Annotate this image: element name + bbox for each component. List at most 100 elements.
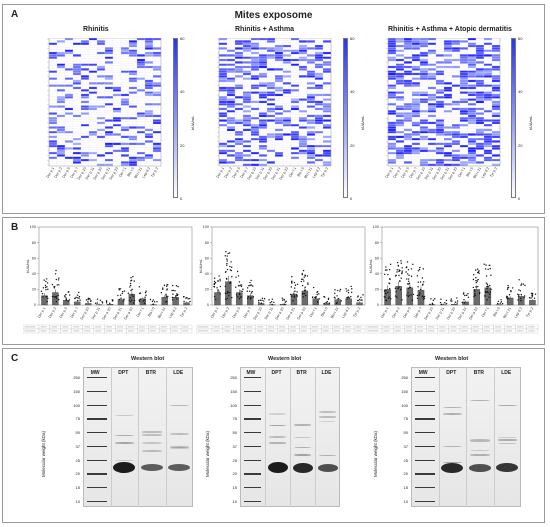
bar-x-label: Tyr p 2: [525, 307, 534, 319]
heatmap-1-title: Rhinitis: [83, 26, 109, 33]
bar: [506, 297, 514, 306]
bar: [106, 304, 114, 306]
ladder-band: [244, 418, 261, 420]
lane-divider: [466, 367, 467, 507]
heatmap-x-label: Lep d 2: [142, 167, 151, 179]
bar-x-label: Der p 10: [253, 307, 263, 321]
ladder-band: [415, 432, 435, 434]
mw-marker-label: 75: [403, 416, 408, 422]
faint-band: [142, 441, 162, 444]
colorbar-tick: 0: [180, 196, 183, 201]
faint-band: [114, 441, 134, 444]
lane-label: BTR: [296, 370, 307, 376]
protein-band: [267, 462, 288, 474]
faint-band: [269, 435, 286, 438]
bar-y-label: kUA/mL: [25, 258, 30, 273]
bar: [529, 300, 536, 306]
lane-divider: [493, 367, 495, 507]
bar-x-label: Blo t 21: [157, 306, 167, 319]
colorbar-2: [343, 38, 348, 198]
heatmap-x-label: Der p 10: [416, 167, 426, 181]
colorbar-tick: 20: [180, 142, 185, 148]
protein-band: [468, 463, 491, 472]
colorbar-tick: 60: [350, 36, 355, 41]
bar-x-label: Der p 11: [91, 307, 101, 321]
bar: [312, 298, 319, 306]
lane-label: LDE: [173, 370, 184, 376]
ladder-band: [244, 390, 261, 392]
lane-divider: [290, 367, 291, 507]
bar: [334, 299, 341, 306]
heatmap-x-label: Der p 21: [271, 167, 281, 181]
bar-y-tick: 100: [373, 225, 379, 229]
heatmap-x-label: Der p 7: [240, 167, 249, 179]
mw-marker-label: 37: [75, 443, 80, 449]
heatmap-x-label: Der p 1: [385, 167, 394, 179]
bar-x-label: Der p 23: [123, 307, 133, 321]
heatmap-x-label: Der f 1: [288, 167, 297, 178]
ladder-band: [87, 404, 107, 406]
faint-band: [497, 404, 517, 406]
panel-b-letter: B: [11, 222, 19, 233]
ladder-band: [415, 501, 435, 503]
bar-y-tick: 60: [375, 256, 379, 260]
bar-x-label: Der p 5: [59, 307, 68, 319]
faint-band: [142, 450, 162, 452]
ladder-band: [415, 473, 435, 475]
western-blot-ylabel: Molecular weight (kDa): [373, 430, 378, 477]
bar-y-tick: 0: [377, 303, 379, 307]
faint-band: [269, 424, 286, 427]
protein-band: [140, 464, 163, 472]
bar: [451, 304, 458, 306]
mw-marker-label: 50: [232, 430, 237, 436]
lane-divider: [315, 367, 316, 507]
bar-x-label: Der p 21: [112, 307, 122, 321]
bar-y-tick: 60: [32, 256, 36, 260]
bar-x-label: Der p 2: [221, 307, 230, 319]
mw-marker-label: 15: [232, 485, 237, 491]
heatmap-x-label: Der p 10: [247, 167, 257, 181]
faint-band: [169, 447, 189, 449]
colorbar-tick: 40: [350, 89, 355, 95]
mw-marker-label: 100: [73, 402, 80, 408]
ladder-band: [415, 418, 435, 420]
bar: [462, 301, 469, 306]
faint-band: [319, 454, 336, 456]
mw-marker-label: 100: [230, 402, 237, 408]
colorbar-tick: 60: [518, 36, 523, 41]
heatmap-3-title: Rhinitis + Asthma + Atopic dermatitis: [388, 26, 512, 33]
mw-marker-label: 75: [232, 416, 237, 422]
heatmap-x-label: Der p 23: [279, 167, 289, 181]
faint-band: [442, 446, 462, 448]
colorbar-label: kUA/mL: [360, 115, 365, 130]
heatmap-x-label: Der f 1: [457, 167, 466, 178]
heatmap-x-label: Blo t 21: [473, 166, 483, 179]
bar-x-label: Der p 5: [232, 307, 241, 319]
bar-x-label: Der p 20: [102, 307, 112, 321]
colorbar-1: [173, 38, 178, 198]
protein-band: [113, 462, 136, 474]
heatmap-x-label: Blo t 5: [297, 167, 306, 178]
faint-band: [319, 411, 336, 414]
ladder-band: [87, 459, 107, 461]
faint-band: [497, 436, 517, 439]
faint-band: [497, 442, 517, 444]
ladder-band: [415, 445, 435, 448]
mw-marker-label: 25: [403, 457, 408, 463]
bar-x-label: Der f 1: [481, 307, 490, 318]
lane-label: MW: [246, 370, 256, 376]
lane-label: BTR: [473, 370, 485, 376]
faint-band: [319, 416, 336, 418]
bar: [85, 303, 92, 306]
faint-band: [269, 442, 286, 444]
ladder-band: [87, 418, 107, 420]
bar: [225, 281, 232, 306]
heatmap-x-label: Der p 21: [101, 167, 111, 181]
panel-c: C Western blot MW DPT BTR LDE 250 150 100 75 50 37…: [2, 348, 545, 523]
panel-a-letter: A: [11, 9, 19, 20]
ladder-band: [244, 473, 261, 475]
bar: [247, 295, 254, 306]
faint-band: [470, 450, 490, 452]
heatmap-x-label: Der p 23: [448, 167, 458, 181]
western-blot-title: Western blot: [268, 356, 302, 362]
